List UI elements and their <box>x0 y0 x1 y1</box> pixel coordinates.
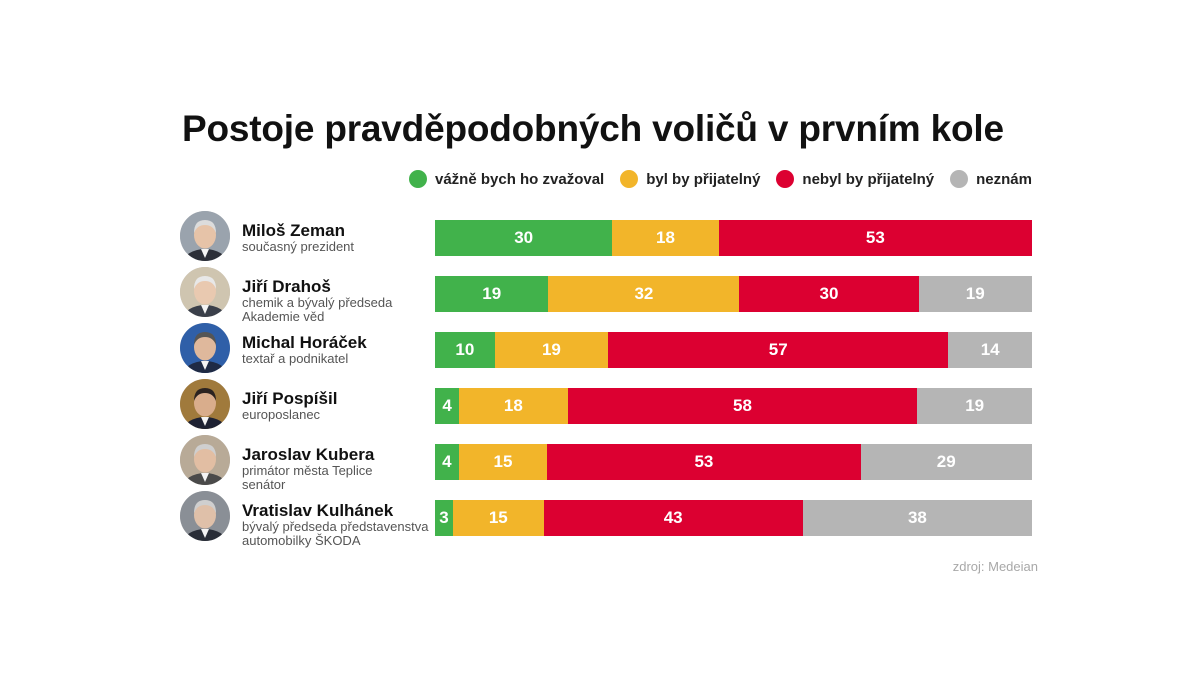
bar-value-label: 53 <box>865 228 885 247</box>
bar-segment: 58 <box>567 388 918 424</box>
candidate-description: europoslanec <box>242 407 321 422</box>
legend-label: neznám <box>976 170 1032 188</box>
bar-segment: 38 <box>802 500 1032 536</box>
candidate-name: Michal Horáček <box>242 333 367 352</box>
bar-segment: 30 <box>739 276 919 312</box>
bar-value-label: 19 <box>965 284 985 303</box>
source-note: zdroj: Medeian <box>952 559 1038 574</box>
candidate-info: Jaroslav Kubera primátor města Teplice se… <box>242 445 432 492</box>
bar-segment: 19 <box>918 276 1032 312</box>
bar-value-label: 29 <box>936 452 956 471</box>
bar-segment: 19 <box>917 388 1032 424</box>
legend-item: vážně bych ho zvažoval <box>408 170 605 188</box>
bar-value-label: 3 <box>439 508 449 527</box>
bar-value-label: 19 <box>482 284 502 303</box>
candidate-info: Michal Horáček textař a podnikatel <box>242 333 432 366</box>
bar-segment: 43 <box>543 500 803 536</box>
stacked-bar: 30 18 53 <box>435 220 1032 256</box>
bar-segment: 14 <box>948 332 1032 368</box>
portrait-drahos-avatar <box>180 267 230 317</box>
candidate-description: bývalý předseda představenstva automobil… <box>242 519 429 548</box>
candidate-name: Jaroslav Kubera <box>242 445 375 464</box>
bar-value-label: 14 <box>980 340 1000 359</box>
candidate-info: Jiří Drahoš chemik a bývalý předseda Akad… <box>242 277 432 324</box>
bar-segment: 10 <box>435 332 495 368</box>
bar-segment: 18 <box>459 388 568 424</box>
bar-segment: 4 <box>435 388 460 424</box>
chart-rows: Miloš Zeman současný prezident 30 18 53 Jiří … <box>180 207 1040 548</box>
bar-segment: 19 <box>435 276 549 312</box>
bar-value-label: 4 <box>442 396 452 415</box>
candidate-description: chemik a bývalý předseda Akademie věd <box>242 295 393 324</box>
bar-segment: 19 <box>494 332 609 368</box>
candidate-description: textař a podnikatel <box>242 351 349 366</box>
stacked-bar: 3 15 43 38 <box>435 500 1032 536</box>
legend-label: vážně bych ho zvažoval <box>434 170 605 188</box>
bar-value-label: 18 <box>656 228 675 247</box>
portrait-pospisil-avatar <box>180 379 230 429</box>
stacked-bar: 10 19 57 14 <box>435 332 1032 368</box>
legend-label: nebyl by přijatelný <box>802 170 935 188</box>
legend-item: nebyl by přijatelný <box>776 170 934 188</box>
candidate-row: Jaroslav Kubera primátor města Teplice se… <box>180 431 1040 492</box>
portrait-zeman-avatar <box>180 211 230 261</box>
portrait-kulhanek-avatar <box>180 491 230 541</box>
chart-title: Postoje pravděpodobných voličů v prvním … <box>182 108 1004 149</box>
portrait-horacek-avatar <box>180 323 230 373</box>
bar-value-label: 10 <box>455 340 475 359</box>
bar-value-label: 19 <box>541 340 561 359</box>
candidate-row: Michal Horáček textař a podnikatel 10 19 57 1… <box>180 319 1040 375</box>
bar-value-label: 19 <box>965 396 985 415</box>
stacked-bar: 4 18 58 19 <box>435 388 1032 424</box>
bar-segment: 15 <box>453 500 544 536</box>
bar-value-label: 53 <box>694 452 714 471</box>
legend-label: byl by přijatelný <box>646 170 761 188</box>
bar-value-label: 18 <box>503 396 523 415</box>
bar-segment: 53 <box>547 444 861 480</box>
legend-swatch <box>620 170 639 188</box>
candidate-row: Jiří Pospíšil europoslanec 4 18 58 19 <box>180 375 1040 431</box>
legend-item: neznám <box>950 170 1032 188</box>
candidate-row: Miloš Zeman současný prezident 30 18 53 <box>180 207 1040 263</box>
candidate-description: primátor města Teplice senátor <box>242 463 373 492</box>
bar-segment: 29 <box>860 444 1032 480</box>
bar-segment: 53 <box>718 220 1032 256</box>
bar-value-label: 30 <box>514 228 534 247</box>
bar-segment: 3 <box>435 500 454 536</box>
bar-value-label: 30 <box>819 284 839 303</box>
candidate-info: Miloš Zeman současný prezident <box>242 221 432 254</box>
candidate-description: současný prezident <box>242 239 355 254</box>
bar-segment: 57 <box>608 332 949 368</box>
candidate-name: Jiří Pospíšil <box>242 389 338 408</box>
candidate-name: Vratislav Kulhánek <box>242 501 394 520</box>
legend-item: byl by přijatelný <box>620 170 760 188</box>
stacked-bar: 4 15 53 29 <box>435 444 1032 480</box>
candidate-info: Jiří Pospíšil europoslanec <box>242 389 432 422</box>
bar-segment: 32 <box>548 276 740 312</box>
legend: vážně bych ho zvažoval byl by přijatelný n… <box>393 170 1032 188</box>
legend-swatch <box>408 170 427 188</box>
candidate-row: Jiří Drahoš chemik a bývalý předseda Akad… <box>180 263 1040 324</box>
legend-swatch <box>950 170 969 188</box>
bar-segment: 30 <box>435 220 613 256</box>
bar-value-label: 4 <box>442 452 452 471</box>
bar-value-label: 38 <box>907 508 927 527</box>
bar-segment: 15 <box>458 444 548 480</box>
candidate-name: Miloš Zeman <box>242 221 345 240</box>
bar-value-label: 57 <box>768 340 788 359</box>
candidate-info: Vratislav Kulhánek bývalý předseda předst… <box>242 501 432 548</box>
bar-segment: 4 <box>435 444 459 480</box>
candidate-row: Vratislav Kulhánek bývalý předseda předst… <box>180 487 1040 548</box>
bar-value-label: 15 <box>488 508 508 527</box>
bar-value-label: 15 <box>493 452 513 471</box>
portrait-kubera-avatar <box>180 435 230 485</box>
legend-swatch <box>776 170 795 188</box>
bar-segment: 18 <box>612 220 719 256</box>
candidate-name: Jiří Drahoš <box>242 277 331 296</box>
bar-value-label: 32 <box>634 284 654 303</box>
stacked-bar: 19 32 30 19 <box>435 276 1032 312</box>
bar-value-label: 58 <box>733 396 752 415</box>
bar-value-label: 43 <box>663 508 683 527</box>
